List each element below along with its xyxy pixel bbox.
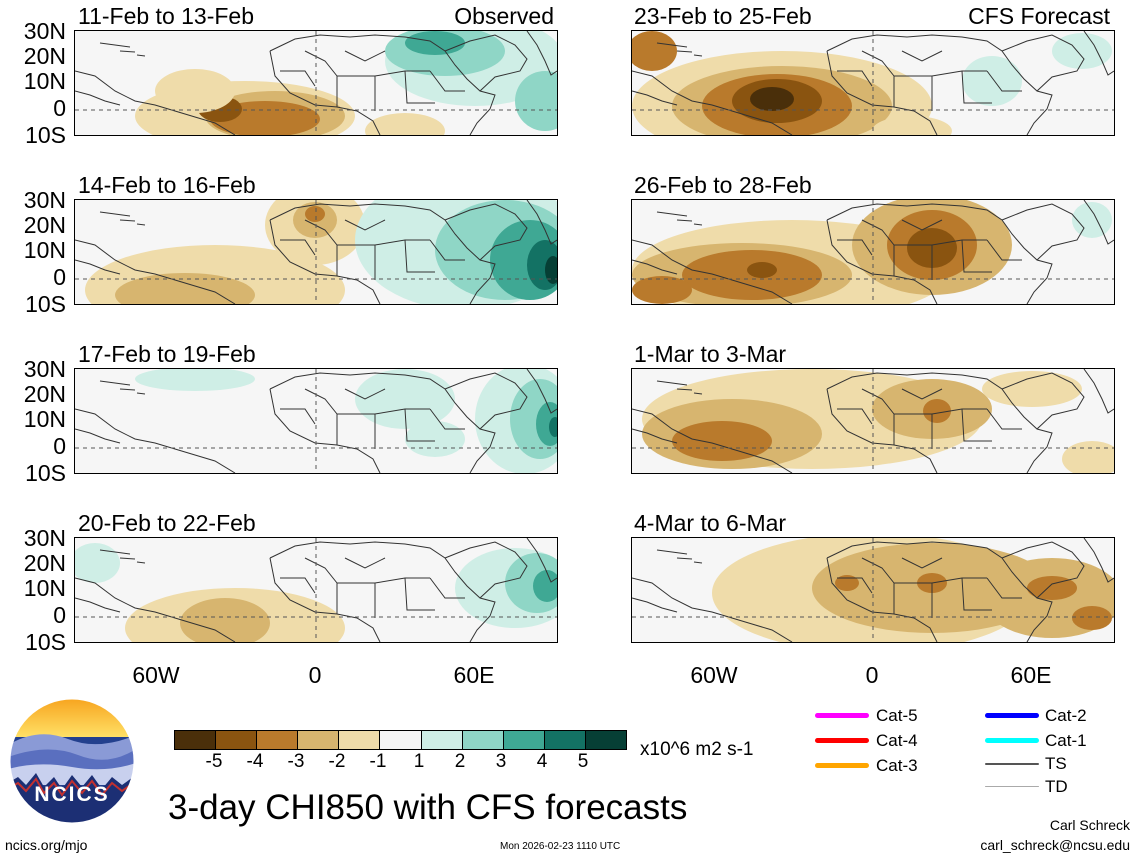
colorbar-label: -3 bbox=[287, 751, 305, 772]
panel-title-l4: 20-Feb to 22-Feb bbox=[78, 510, 256, 536]
lon-tick: 0 bbox=[308, 662, 322, 688]
cat4-swatch bbox=[815, 738, 869, 743]
colorbar-swatch bbox=[338, 731, 380, 749]
colorbar-label: 1 bbox=[413, 751, 425, 772]
colorbar-label: -1 bbox=[369, 751, 387, 772]
cat1-label: Cat-1 bbox=[1045, 731, 1087, 750]
lon-tick: 0 bbox=[865, 662, 879, 688]
lat-tick: 0 bbox=[53, 602, 66, 628]
footer-website[interactable]: ncics.org/mjo bbox=[5, 837, 88, 853]
colorbar-swatch bbox=[502, 731, 544, 749]
logo-text: NCICS bbox=[34, 783, 109, 806]
lat-tick: 10S bbox=[25, 460, 66, 486]
map-panel-l3 bbox=[74, 368, 558, 474]
lat-tick: 30N bbox=[23, 187, 66, 213]
lon-tick: 60E bbox=[453, 662, 495, 688]
lon-tick: 60W bbox=[132, 662, 180, 688]
cat3-label: Cat-3 bbox=[876, 756, 918, 775]
panel-title-l2: 14-Feb to 16-Feb bbox=[78, 172, 256, 198]
lat-tick: 10S bbox=[25, 291, 66, 317]
cat3-swatch bbox=[815, 763, 869, 768]
panel-title-r1: 23-Feb to 25-Feb bbox=[634, 3, 812, 29]
lat-tick: 30N bbox=[23, 356, 66, 382]
map-panel-r3 bbox=[631, 368, 1115, 474]
colorbar-label: 3 bbox=[495, 751, 507, 772]
lat-tick: 20N bbox=[23, 43, 66, 69]
map-panel-l4 bbox=[74, 537, 558, 643]
colorbar-swatch bbox=[215, 731, 257, 749]
colorbar-label: 4 bbox=[536, 751, 548, 772]
ts-swatch bbox=[985, 763, 1039, 765]
td-label: TD bbox=[1045, 777, 1068, 796]
lat-tick: 30N bbox=[23, 18, 66, 44]
map-panel-r2 bbox=[631, 199, 1115, 305]
lat-tick: 10N bbox=[23, 68, 66, 94]
footer-timestamp: Mon 2026-02-23 1110 UTC bbox=[500, 841, 621, 852]
main-title: 3-day CHI850 with CFS forecasts bbox=[168, 788, 688, 827]
lon-tick: 60W bbox=[690, 662, 738, 688]
lat-tick: 0 bbox=[53, 433, 66, 459]
lat-tick: 10S bbox=[25, 122, 66, 148]
lat-tick: 10N bbox=[23, 406, 66, 432]
colorbar-swatch bbox=[543, 731, 585, 749]
lon-tick: 60E bbox=[1010, 662, 1052, 688]
td-swatch bbox=[985, 786, 1039, 787]
colorbar-label: -2 bbox=[328, 751, 346, 772]
colorbar-swatch bbox=[461, 731, 503, 749]
colorbar-swatch bbox=[297, 731, 339, 749]
lat-tick: 10S bbox=[25, 629, 66, 655]
observed-label: Observed bbox=[454, 3, 554, 29]
cat4-label: Cat-4 bbox=[876, 731, 918, 750]
lat-tick: 10N bbox=[23, 575, 66, 601]
colorbar bbox=[174, 730, 627, 750]
colorbar-swatch bbox=[379, 731, 421, 749]
ts-label: TS bbox=[1045, 754, 1067, 773]
map-panel-l1 bbox=[74, 30, 558, 136]
map-panel-l2 bbox=[74, 199, 558, 305]
colorbar-swatch bbox=[584, 731, 627, 749]
panel-title-r4: 4-Mar to 6-Mar bbox=[634, 510, 787, 536]
colorbar-label: -5 bbox=[205, 751, 223, 772]
cat1-swatch bbox=[985, 738, 1039, 743]
colorbar-units: x10^6 m2 s-1 bbox=[640, 739, 754, 760]
cat2-label: Cat-2 bbox=[1045, 706, 1087, 725]
colorbar-label: -4 bbox=[246, 751, 264, 772]
panel-title-l3: 17-Feb to 19-Feb bbox=[78, 341, 256, 367]
cat2-swatch bbox=[985, 713, 1039, 718]
map-panel-r1 bbox=[631, 30, 1115, 136]
map-panel-r4 bbox=[631, 537, 1115, 643]
lat-tick: 20N bbox=[23, 381, 66, 407]
colorbar-swatch bbox=[420, 731, 462, 749]
lat-tick: 30N bbox=[23, 525, 66, 551]
lat-tick: 0 bbox=[53, 264, 66, 290]
colorbar-label: 5 bbox=[577, 751, 589, 772]
cat5-label: Cat-5 bbox=[876, 706, 918, 725]
lat-tick: 20N bbox=[23, 550, 66, 576]
lat-tick: 20N bbox=[23, 212, 66, 238]
footer-email[interactable]: carl_schreck@ncsu.edu bbox=[980, 837, 1130, 853]
ncics-logo: NCICS bbox=[8, 697, 136, 825]
colorbar-label: 2 bbox=[454, 751, 466, 772]
cat5-swatch bbox=[815, 713, 869, 718]
lat-tick: 10N bbox=[23, 237, 66, 263]
panel-title-r2: 26-Feb to 28-Feb bbox=[634, 172, 812, 198]
cfs-forecast-label: CFS Forecast bbox=[968, 3, 1110, 29]
lat-tick: 0 bbox=[53, 95, 66, 121]
panel-title-r3: 1-Mar to 3-Mar bbox=[634, 341, 787, 367]
colorbar-swatch bbox=[175, 731, 216, 749]
footer-author: Carl Schreck bbox=[1049, 817, 1130, 833]
colorbar-swatch bbox=[256, 731, 298, 749]
panel-title-l1: 11-Feb to 13-Feb bbox=[78, 3, 255, 29]
